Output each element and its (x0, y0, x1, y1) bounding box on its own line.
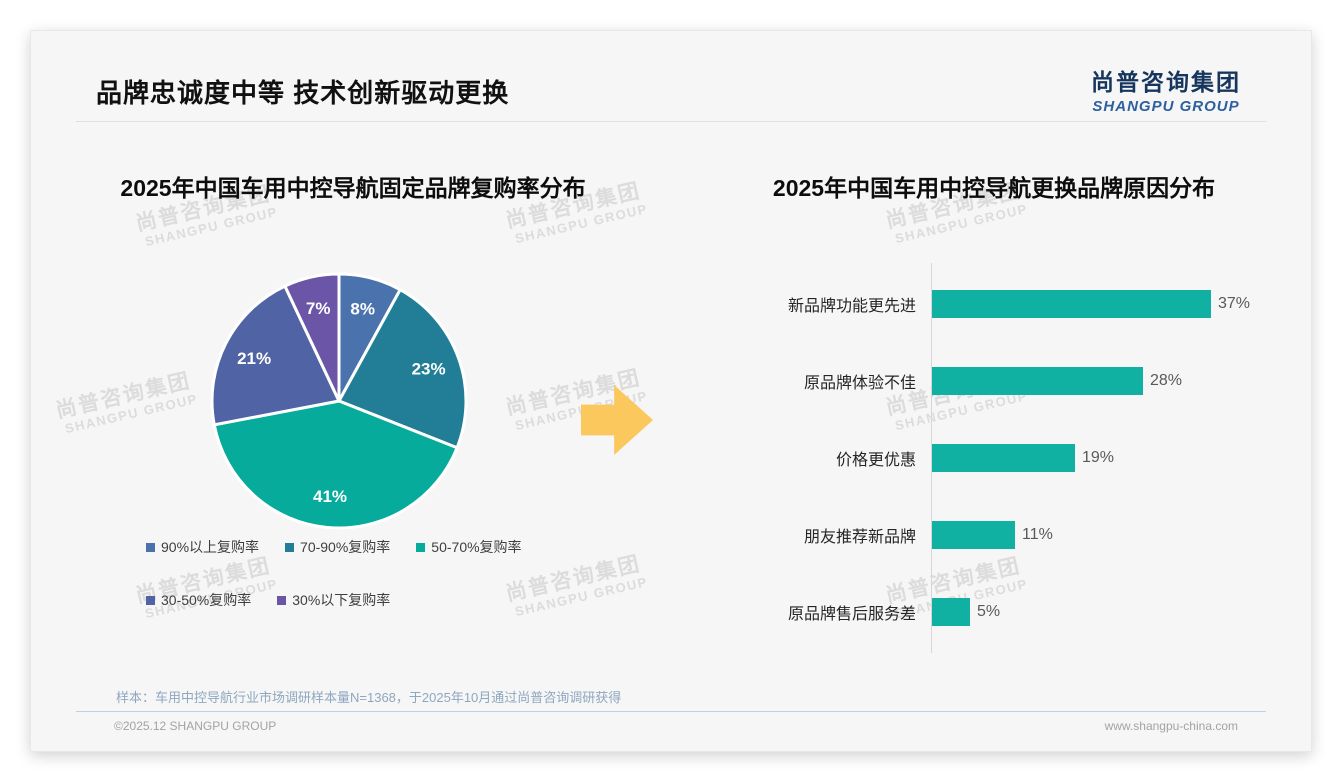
legend-item: 50-70%复购率 (416, 537, 522, 557)
bar (932, 443, 1075, 472)
legend-row: 30-50%复购率 30%以下复购率 (146, 590, 522, 610)
pie-slice (210, 284, 341, 427)
logo-text-en: SHANGPU GROUP (1092, 98, 1240, 115)
bar-axis-line (931, 263, 932, 653)
bar (932, 520, 1015, 549)
bar-track: 19% (932, 443, 1286, 472)
bar-category-label: 原品牌体验不佳 (803, 374, 916, 392)
header-divider (76, 121, 1266, 122)
legend-swatch (277, 595, 287, 605)
bar-category-label: 价格更优惠 (835, 451, 916, 469)
copyright-text: ©2025.12 SHANGPU GROUP (114, 719, 277, 733)
page-title: 品牌忠诚度中等 技术创新驱动更换 (96, 78, 510, 108)
pie-legend: 90%以上复购率 70-90%复购率 50-70%复购率 30-50%复购率 30%以… (146, 537, 522, 643)
legend-label: 90%以上复购率 (161, 539, 260, 555)
bar-track: 28% (932, 366, 1286, 395)
bar-value-label: 11% (1022, 525, 1053, 543)
bar (932, 289, 1211, 318)
bar-chart: 新品牌功能更先进 37% 原品牌体验不佳 28% 价格更优惠 19% 朋友推荐新品牌 11% 原… (741, 265, 1286, 650)
legend-swatch (416, 542, 426, 552)
bar-category-label: 原品牌售后服务差 (787, 605, 916, 623)
legend-item: 30%以下复购率 (277, 590, 390, 610)
bar-value-label: 28% (1150, 371, 1183, 389)
bar-track: 37% (932, 289, 1286, 318)
legend-swatch (285, 542, 295, 552)
bar-track: 5% (932, 597, 1286, 626)
bar-track: 11% (932, 520, 1286, 549)
pie-data-label: 41% (313, 487, 347, 506)
sample-note: 样本：车用中控导航行业市场调研样本量N=1368，于2025年10月通过尚普咨询… (116, 690, 622, 705)
legend-label: 70-90%复购率 (300, 539, 391, 555)
legend-row: 90%以上复购率 70-90%复购率 50-70%复购率 (146, 537, 522, 557)
bar-row: 价格更优惠 19% (741, 419, 1286, 496)
legend-item: 90%以上复购率 (146, 537, 259, 557)
bar-row: 原品牌售后服务差 5% (741, 573, 1286, 650)
website-text: www.shangpu-china.com (1104, 719, 1238, 733)
legend-label: 30%以下复购率 (292, 592, 391, 608)
pie-data-label: 7% (306, 299, 331, 318)
bar-row: 原品牌体验不佳 28% (741, 342, 1286, 419)
bar-chart-title: 2025年中国车用中控导航更换品牌原因分布 (772, 175, 1216, 201)
bar-category-label: 朋友推荐新品牌 (803, 528, 916, 546)
pie-slice (212, 399, 459, 530)
pie-data-label: 21% (237, 349, 271, 368)
legend-item: 70-90%复购率 (285, 537, 390, 557)
bar-row: 新品牌功能更先进 37% (741, 265, 1286, 342)
bar-value-label: 19% (1082, 448, 1115, 466)
bar (932, 597, 970, 626)
pie-data-label: 23% (412, 360, 446, 379)
bar-category-label: 新品牌功能更先进 (787, 297, 916, 315)
pie-slice (337, 288, 468, 450)
bar-value-label: 5% (977, 602, 1001, 620)
company-logo: 尚普咨询集团 SHANGPU GROUP (1091, 63, 1241, 115)
footer-divider (76, 711, 1266, 712)
legend-swatch (146, 595, 155, 605)
bar-row: 朋友推荐新品牌 11% (741, 496, 1286, 573)
legend-label: 50-70%复购率 (431, 539, 522, 555)
legend-item: 30-50%复购率 (146, 590, 251, 610)
pie-chart-title: 2025年中国车用中控导航固定品牌复购率分布 (120, 175, 586, 201)
legend-swatch (146, 542, 155, 552)
pie-chart: 8% 23% 41% 21% 7% (210, 272, 468, 530)
slide-card: 尚普咨询集团 SHANGPU GROUP 尚普咨询集团 SHANGPU GROUP … (30, 30, 1312, 752)
pie-data-label: 8% (350, 300, 375, 319)
bar-value-label: 37% (1218, 294, 1251, 312)
legend-label: 30-50%复购率 (161, 592, 252, 608)
bar (932, 366, 1143, 395)
pie-slice (283, 272, 341, 403)
logo-text-cn: 尚普咨询集团 (1091, 69, 1241, 95)
